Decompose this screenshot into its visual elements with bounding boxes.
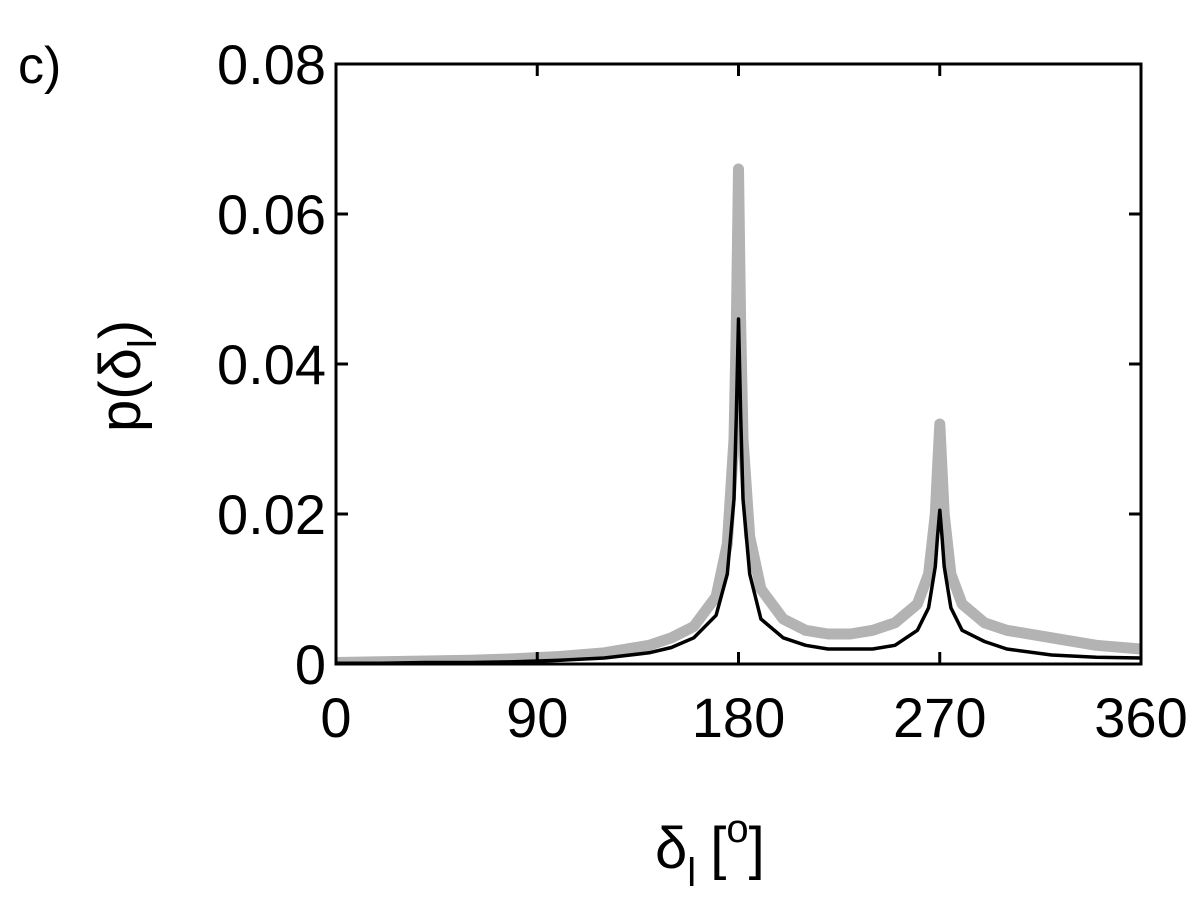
y-tick-label: 0: [295, 633, 326, 696]
series-gray-line: [336, 163, 1141, 664]
ticks-layer: 0 90 180 270 360 0 0.02 0.04 0.06 0.08: [217, 33, 1188, 749]
y-axis-label-main: p(δ: [88, 348, 153, 432]
x-tick-label: 0: [320, 686, 351, 749]
y-tick-label: 0.02: [217, 483, 326, 546]
y-axis-label: p(δl): [88, 320, 165, 432]
x-tick-label: 90: [506, 686, 568, 749]
y-tick-label: 0.08: [217, 33, 326, 96]
panel-label: c): [18, 37, 61, 95]
x-axis-label: δl [o]: [655, 807, 765, 895]
x-axis-label-unit-sup: o: [726, 807, 748, 851]
y-axis-label-group: p(δl): [88, 320, 165, 432]
y-tick-label: 0.04: [217, 333, 326, 396]
y-axis-label-sub: l: [121, 339, 165, 348]
y-tick-label: 0.06: [217, 183, 326, 246]
x-tick-label: 180: [692, 686, 785, 749]
y-axis-label-close: ): [88, 320, 153, 339]
x-axis-label-unit-open: [: [710, 816, 726, 881]
x-axis-label-unit-close: ]: [749, 816, 765, 881]
x-tick-label: 270: [893, 686, 986, 749]
x-axis-label-sub: l: [687, 851, 696, 895]
series-layer: [336, 163, 1141, 664]
x-tick-label: 360: [1094, 686, 1187, 749]
series-black-line: [336, 317, 1141, 664]
x-axis-label-main: δ: [655, 816, 687, 881]
